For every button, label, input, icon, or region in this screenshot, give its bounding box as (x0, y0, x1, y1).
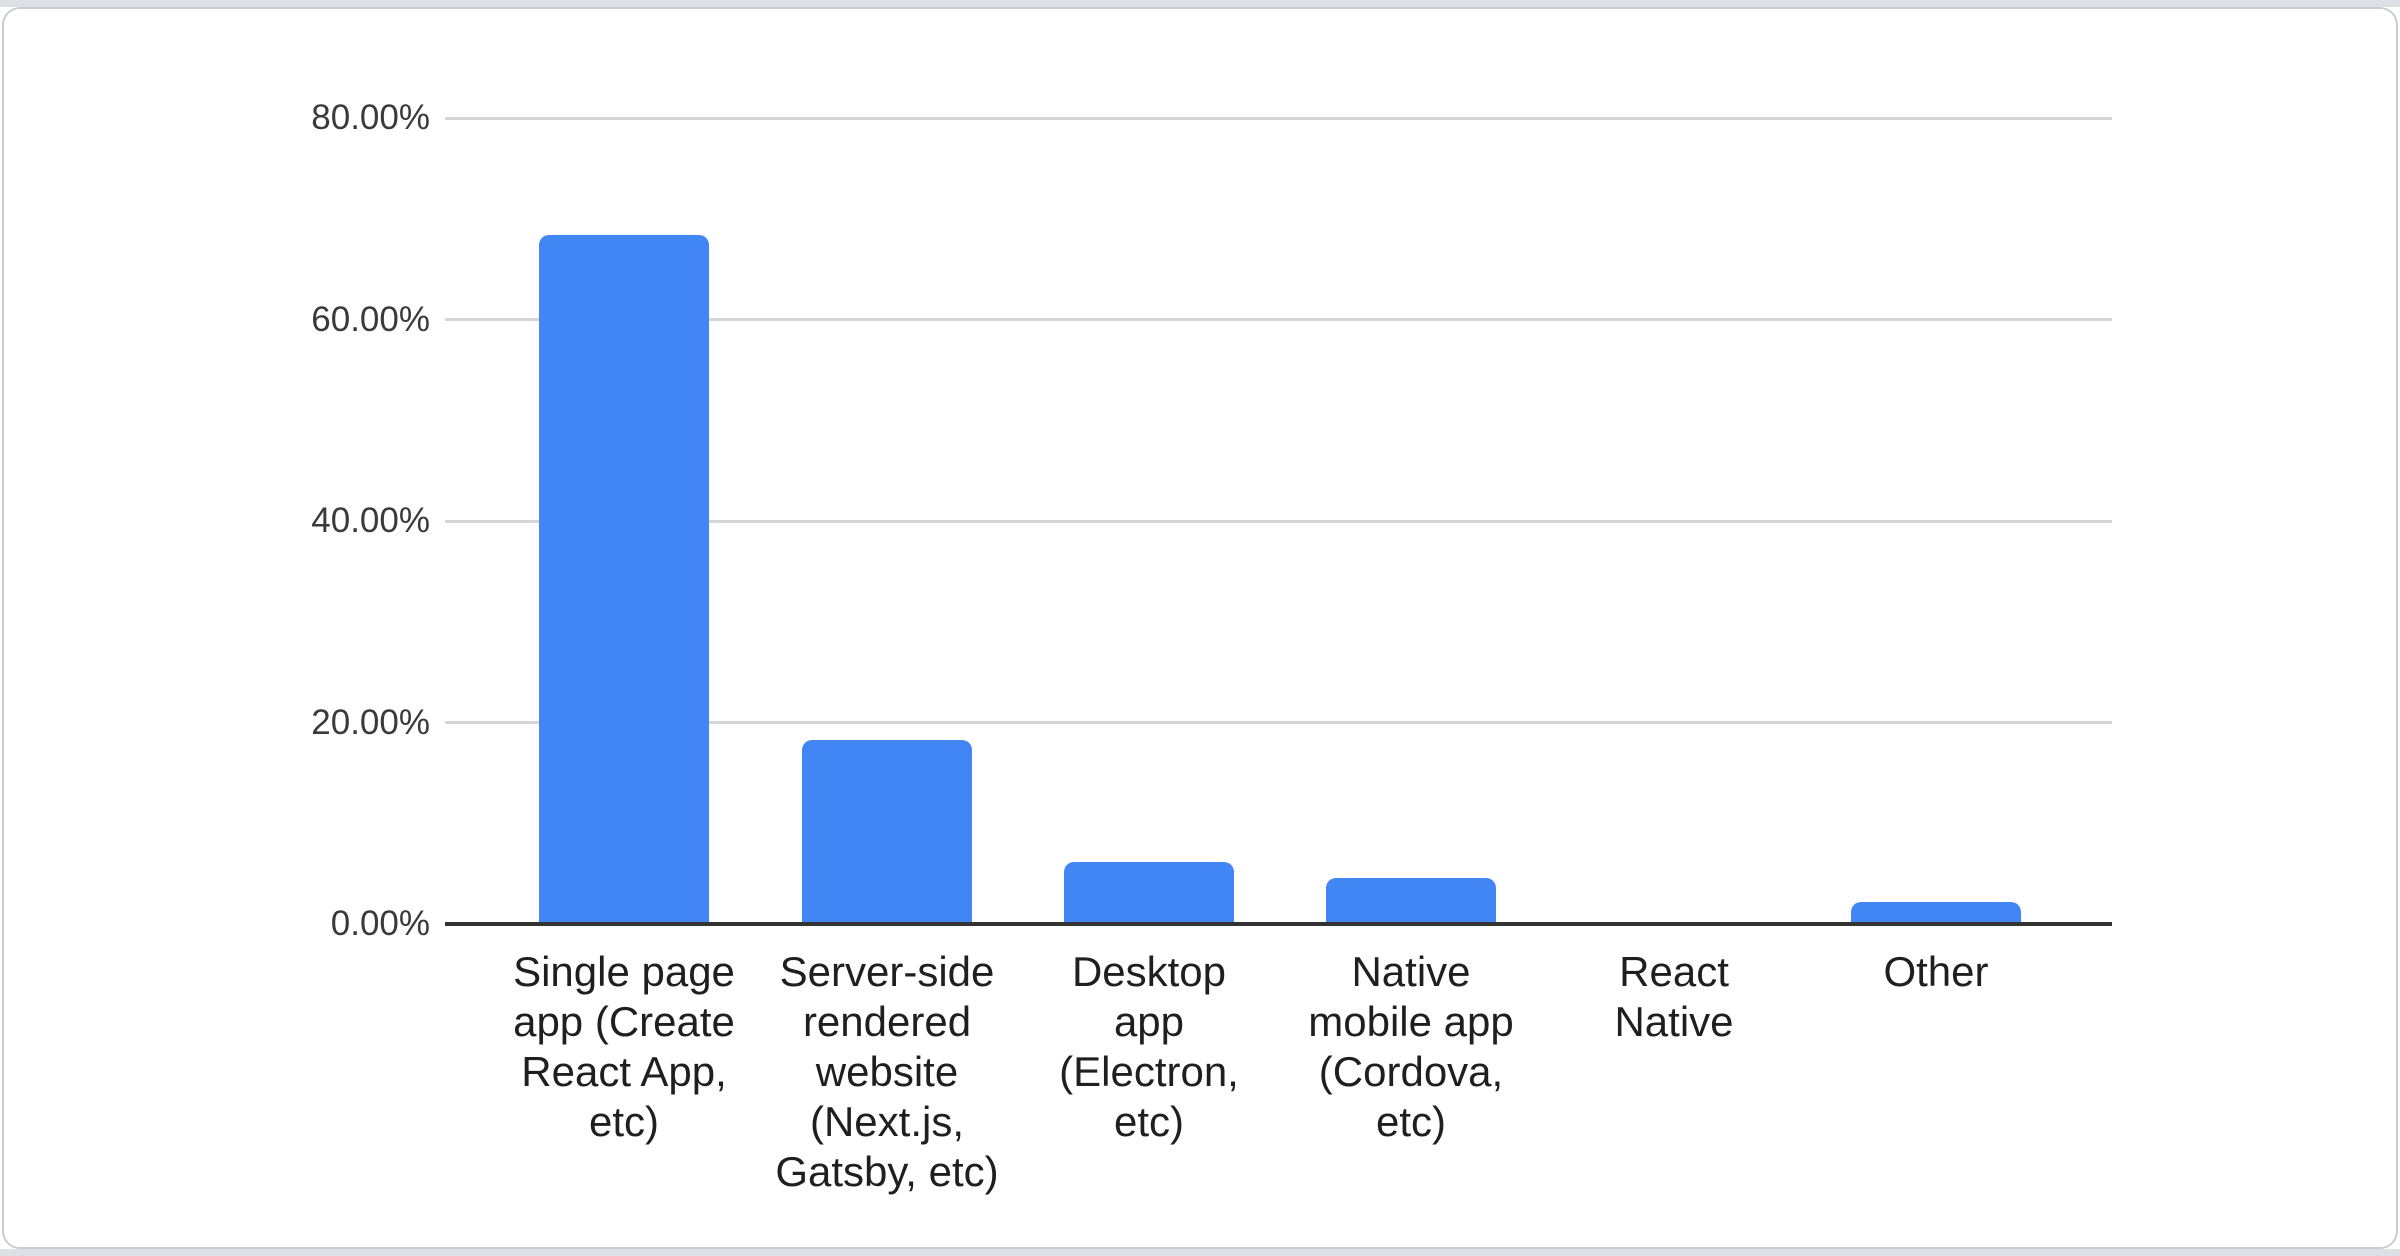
x-axis-label: Single page app (Create React App, etc) (513, 948, 735, 1145)
y-axis-tick-label: 40.00% (311, 501, 430, 540)
x-axis-label: Server-side rendered website (Next.js, G… (775, 948, 999, 1195)
chart-bar[interactable] (1851, 902, 2021, 924)
gridline (445, 318, 2112, 321)
gridline (445, 520, 2112, 523)
page-edge-strip-top (0, 0, 2400, 7)
chart-bar[interactable] (539, 235, 709, 924)
gridline (445, 721, 2112, 724)
chart-bar[interactable] (1326, 878, 1496, 924)
y-axis-tick-label: 0.00% (330, 904, 430, 943)
x-axis-label: Other (1883, 948, 1989, 995)
x-axis-label: React Native (1614, 948, 1734, 1045)
x-axis-label: Native mobile app (Cordova, etc) (1308, 948, 1514, 1145)
page-edge-strip-bottom (0, 1249, 2400, 1256)
x-axis-label: Desktop app (Electron, etc) (1059, 948, 1239, 1145)
chart-bar[interactable] (802, 740, 972, 924)
gridline (445, 117, 2112, 120)
y-axis-tick-label: 80.00% (311, 98, 430, 137)
chart-card: 80.00% 60.00% 40.00% 20.00% 0.00% Single page… (2, 7, 2398, 1249)
y-axis-tick-label: 60.00% (311, 300, 430, 339)
y-axis-tick-label: 20.00% (311, 703, 430, 742)
x-axis-line (445, 922, 2112, 926)
chart-bar[interactable] (1064, 862, 1234, 924)
